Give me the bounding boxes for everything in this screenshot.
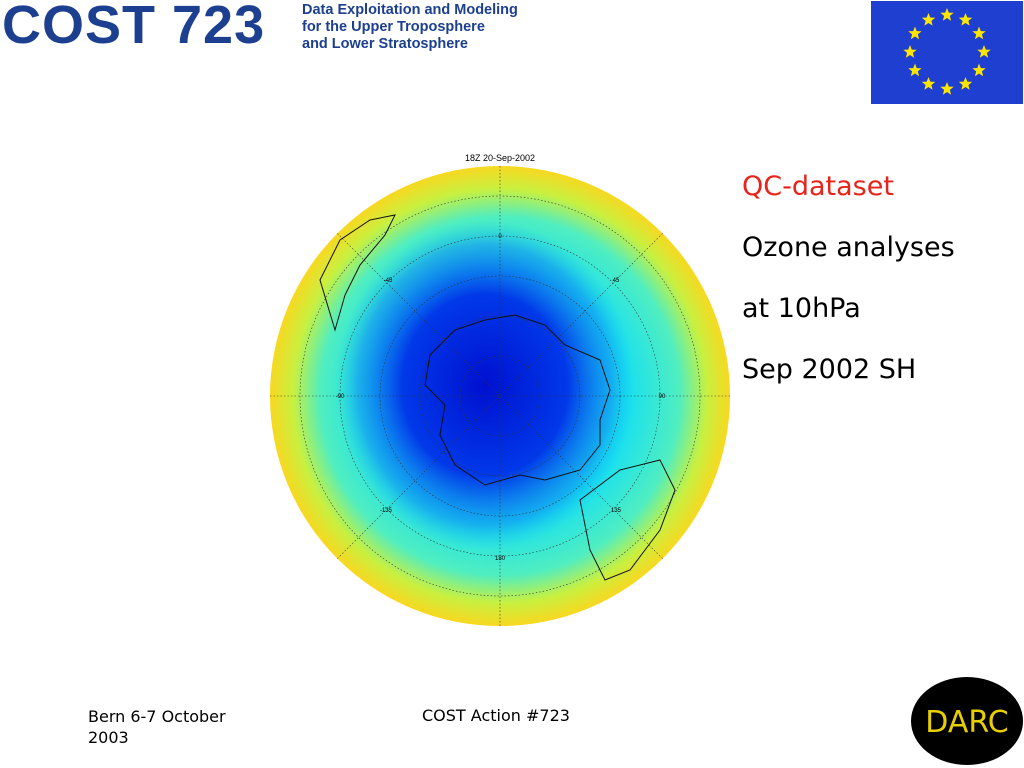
map-label: 180 xyxy=(495,556,506,562)
star xyxy=(972,26,986,40)
footer-center: COST Action #723 xyxy=(422,706,570,725)
subtitle-line: and Lower Stratosphere xyxy=(302,36,468,52)
logo-text: COST 723 xyxy=(2,0,266,55)
map-label: 90 xyxy=(659,394,666,400)
star xyxy=(921,13,936,26)
star xyxy=(908,63,922,77)
star xyxy=(977,45,991,58)
side-text: QC-dataset Ozone analyses at 10hPa Sep 2… xyxy=(742,156,955,400)
darc-logo: DARC xyxy=(911,677,1023,765)
star xyxy=(958,13,973,26)
text-line: Ozone analyses xyxy=(742,232,955,263)
map-label: -135 xyxy=(380,508,393,514)
ozone-map: 18Z 20-Sep-2002 0 -90 90 180 -45 45 -135… xyxy=(270,153,730,626)
darc-text: DARC xyxy=(925,705,1008,740)
map-label: 0 xyxy=(498,234,502,240)
star xyxy=(908,26,922,40)
map-label: -45 xyxy=(384,278,393,284)
latitude-circle xyxy=(299,195,701,597)
map-title: 18Z 20-Sep-2002 xyxy=(465,153,535,163)
star xyxy=(940,8,954,21)
footer-left: Bern 6-7 October 2003 xyxy=(88,707,226,747)
text-line: Sep 2002 SH xyxy=(742,354,917,385)
subtitle-line: Data Exploitation and Modeling xyxy=(302,2,518,18)
star xyxy=(972,63,986,77)
star xyxy=(921,77,936,90)
star xyxy=(903,45,917,58)
text-line: at 10hPa xyxy=(742,293,861,324)
latitude-circle xyxy=(419,315,581,477)
eu-flag xyxy=(871,1,1023,104)
star xyxy=(958,77,973,90)
map-label: 45 xyxy=(613,278,620,284)
map-label: 135 xyxy=(611,508,622,514)
star xyxy=(940,82,954,95)
map-label: -90 xyxy=(336,394,345,400)
heading: QC-dataset xyxy=(742,171,894,202)
subtitle-line: for the Upper Troposphere xyxy=(302,19,485,35)
logo-subtitle: Data Exploitation and Modeling for the U… xyxy=(302,2,518,53)
